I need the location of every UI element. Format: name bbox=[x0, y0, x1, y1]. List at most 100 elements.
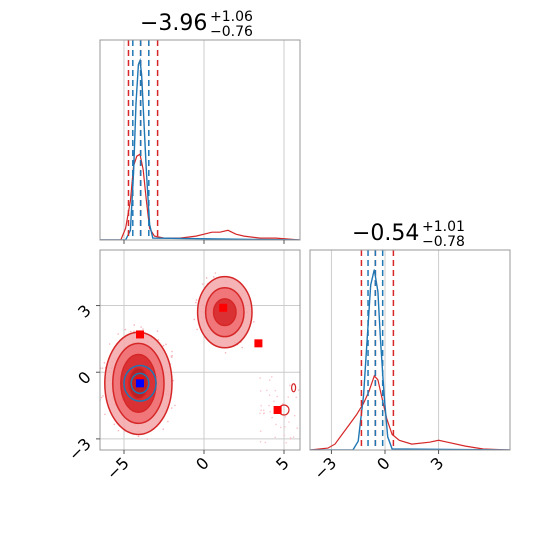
scatter-sample bbox=[146, 438, 149, 440]
scatter-sample bbox=[293, 414, 296, 417]
hist-param2-panel: −3 0 3 bbox=[309, 249, 511, 484]
scatter-sample bbox=[284, 416, 287, 418]
scatter-blue-contour bbox=[123, 364, 157, 402]
scatter-sample bbox=[276, 395, 278, 398]
scatter-sample bbox=[296, 427, 299, 429]
scatter-sample bbox=[295, 396, 298, 399]
scatter-sample bbox=[288, 421, 290, 423]
scatter-sample bbox=[196, 328, 198, 331]
hist-param2-quantile-lines bbox=[360, 250, 395, 450]
param2-title-value: −0.54 bbox=[352, 221, 419, 246]
scatter-sample bbox=[117, 429, 120, 432]
scatter-sample bbox=[253, 321, 255, 323]
scatter-sample bbox=[195, 301, 197, 304]
hist-param1-frame bbox=[99, 39, 301, 241]
scatter-ticks: −5 0 5 −3 0 3 bbox=[65, 301, 293, 484]
scatter-sample bbox=[100, 396, 103, 399]
scatter-xtick-label: 0 bbox=[192, 453, 213, 474]
hist-param2-red-curve bbox=[310, 374, 510, 450]
scatter-sample bbox=[259, 430, 262, 432]
scatter-sample bbox=[241, 346, 243, 349]
hist-param1-xticks bbox=[123, 240, 285, 244]
hist-param2-xticks: −3 0 3 bbox=[310, 450, 447, 484]
scatter-sample bbox=[102, 395, 104, 397]
scatter-sample bbox=[162, 428, 164, 431]
hist-param2-xtick-label: 3 bbox=[427, 453, 448, 474]
scatter-sample bbox=[165, 343, 167, 346]
scatter-sample bbox=[297, 389, 300, 391]
scatter-sample bbox=[282, 403, 284, 405]
scatter-sample bbox=[162, 344, 165, 347]
hist-param1-panel bbox=[99, 39, 301, 244]
hist-param2-xtick-label: 0 bbox=[373, 453, 394, 474]
hist-param2-curves bbox=[310, 269, 510, 450]
scatter-sample bbox=[271, 416, 273, 419]
scatter-sample bbox=[260, 409, 262, 412]
param2-title-minus: −0.78 bbox=[422, 234, 465, 250]
scatter-sample bbox=[117, 333, 119, 335]
param1-title-plus: +1.06 bbox=[210, 9, 253, 25]
scatter-sample bbox=[285, 442, 287, 444]
scatter-density bbox=[100, 272, 300, 444]
scatter-frame bbox=[99, 249, 301, 451]
scatter-sample bbox=[260, 404, 262, 407]
hist-param1-grid bbox=[123, 40, 285, 240]
scatter-sample bbox=[142, 328, 144, 330]
scatter-red-marker bbox=[219, 303, 228, 312]
scatter-ytick-label: 0 bbox=[74, 368, 95, 389]
scatter-sample bbox=[171, 350, 173, 353]
scatter-sample bbox=[167, 420, 169, 423]
scatter-sample bbox=[195, 299, 198, 301]
scatter-red-marker bbox=[273, 406, 282, 414]
scatter-ytick-label: 3 bbox=[74, 301, 95, 322]
scatter-sample bbox=[157, 339, 160, 341]
scatter-sample bbox=[137, 435, 140, 438]
scatter-sample bbox=[287, 396, 290, 398]
scatter-sample bbox=[108, 343, 111, 345]
scatter-sample bbox=[259, 377, 261, 379]
scatter-red-marker bbox=[136, 330, 144, 339]
scatter-sample bbox=[283, 434, 286, 437]
scatter-sample bbox=[171, 354, 173, 357]
scatter-sample bbox=[268, 404, 270, 407]
scatter-sample bbox=[104, 413, 106, 416]
scatter-sample bbox=[130, 330, 132, 333]
scatter-sample bbox=[289, 384, 291, 387]
scatter-sample bbox=[289, 436, 292, 439]
scatter-sample bbox=[269, 410, 271, 413]
scatter-sample bbox=[170, 407, 173, 409]
scatter-panel: −5 0 5 −3 0 3 bbox=[65, 249, 301, 484]
scatter-sample bbox=[274, 436, 277, 439]
param1-title-value: −3.96 bbox=[140, 11, 207, 36]
scatter-sample bbox=[266, 389, 268, 392]
hist-param1-quantile-lines bbox=[127, 40, 159, 240]
scatter-sample bbox=[224, 352, 227, 354]
scatter-sample bbox=[214, 272, 217, 274]
scatter-red-contour bbox=[212, 298, 237, 327]
scatter-sample bbox=[101, 367, 104, 369]
scatter-sample bbox=[259, 440, 262, 443]
scatter-sample bbox=[103, 361, 106, 364]
scatter-sample bbox=[172, 379, 174, 382]
scatter-sample bbox=[133, 324, 136, 326]
scatter-sample bbox=[292, 436, 295, 438]
hist-param2-grid bbox=[330, 250, 440, 450]
scatter-ytick-label: −3 bbox=[65, 434, 95, 464]
scatter-sample bbox=[268, 394, 271, 396]
hist-param1-blue-curve bbox=[100, 57, 300, 240]
scatter-sample bbox=[262, 412, 265, 415]
scatter-blue-marker bbox=[136, 379, 144, 388]
scatter-sample bbox=[174, 404, 176, 407]
scatter-sample bbox=[212, 276, 215, 278]
param2-title-plus: +1.01 bbox=[422, 219, 465, 235]
scatter-sample bbox=[268, 379, 271, 381]
scatter-sample bbox=[273, 400, 275, 403]
scatter-sample bbox=[279, 426, 282, 429]
hist-param2-xtick-label: −3 bbox=[310, 453, 340, 483]
scatter-xtick-label: −5 bbox=[103, 453, 133, 483]
hist-param2-blue-curve bbox=[310, 269, 510, 450]
scatter-sample bbox=[193, 318, 196, 321]
scatter-red-contour bbox=[291, 383, 297, 393]
hist-param1-curves bbox=[100, 57, 300, 240]
